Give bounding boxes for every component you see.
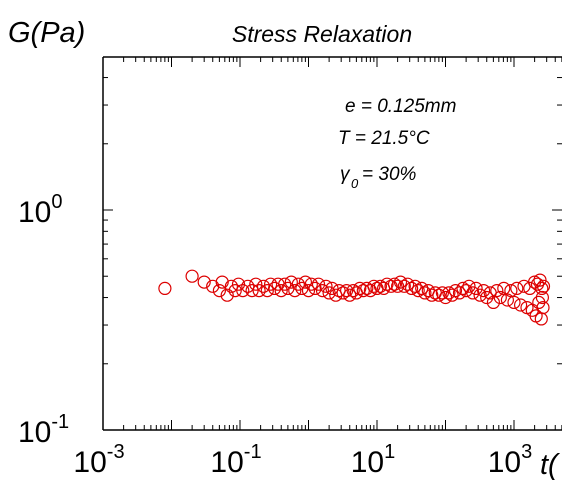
data-point — [493, 290, 507, 305]
data-point — [387, 277, 402, 291]
data-point — [445, 288, 459, 302]
data-point — [477, 284, 491, 298]
data-point — [452, 286, 467, 300]
data-point — [373, 279, 387, 293]
data-point — [245, 284, 259, 298]
data-point — [411, 284, 425, 298]
data-point — [291, 277, 305, 291]
x-tick-label: 103 — [488, 441, 533, 479]
data-point — [535, 281, 549, 295]
annotation-temperature: T = 21.5°C — [338, 128, 430, 149]
data-point — [425, 288, 439, 302]
data-point — [459, 284, 473, 298]
axis-ticks — [102, 57, 562, 431]
data-point — [278, 277, 292, 291]
data-point — [212, 284, 226, 298]
data-point — [197, 275, 211, 289]
data-point — [432, 288, 446, 302]
data-point — [224, 279, 238, 293]
data-point — [288, 284, 302, 298]
data-point — [260, 284, 274, 298]
data-point — [507, 295, 521, 309]
data-point — [249, 277, 263, 291]
data-point — [325, 281, 339, 295]
data-point — [415, 281, 429, 295]
data-point — [304, 277, 318, 291]
data-point — [319, 279, 333, 293]
data-point — [336, 286, 350, 300]
data-point — [533, 273, 547, 287]
data-point — [536, 301, 550, 315]
annotation-thickness: e = 0.125mm — [345, 96, 456, 117]
data-point — [301, 284, 316, 298]
data-point — [298, 275, 312, 289]
data-point — [315, 284, 330, 298]
data-point — [228, 284, 242, 298]
data-point — [367, 279, 381, 293]
data-points — [158, 269, 551, 326]
annotation-strain-value: = 30% — [362, 164, 417, 185]
data-point — [442, 286, 456, 300]
data-point — [343, 288, 357, 302]
data-point — [308, 281, 322, 295]
data-point — [397, 279, 411, 293]
x-axis-label: t( — [540, 449, 561, 481]
data-point — [401, 277, 415, 291]
data-point — [473, 288, 487, 302]
data-point — [438, 290, 453, 305]
annotation-strain-subscript: 0 — [351, 176, 359, 191]
data-point — [284, 275, 298, 289]
x-tick-label: 10-3 — [73, 441, 124, 479]
data-point — [360, 281, 374, 295]
data-point — [264, 277, 278, 291]
data-point — [274, 284, 288, 298]
data-point — [535, 290, 550, 305]
annotation-strain-symbol: γ — [340, 164, 351, 185]
x-tick-label: 101 — [351, 441, 396, 479]
data-point — [220, 288, 234, 302]
data-point — [215, 275, 229, 289]
data-point — [311, 277, 326, 291]
data-point — [346, 284, 360, 298]
experiment-annotations: e = 0.125mm T = 21.5°C γ 0 = 30% — [338, 96, 456, 191]
data-point — [231, 277, 246, 291]
data-point — [500, 293, 514, 307]
data-point — [486, 295, 500, 309]
data-point — [536, 279, 551, 293]
data-point — [480, 290, 494, 305]
data-point — [393, 275, 408, 289]
data-point — [408, 279, 422, 293]
data-point — [236, 284, 250, 298]
chart-title: Stress Relaxation — [232, 21, 412, 47]
data-point — [466, 286, 480, 300]
data-point — [513, 298, 528, 312]
data-point — [158, 281, 172, 295]
y-tick-label: 10-1 — [18, 411, 69, 449]
data-point — [530, 277, 545, 291]
data-point — [353, 281, 367, 295]
data-point — [391, 279, 405, 293]
data-point — [252, 284, 266, 298]
data-point — [510, 281, 524, 295]
y-tick-label: 100 — [18, 191, 63, 229]
data-point — [241, 279, 255, 293]
data-point — [329, 288, 343, 302]
data-point — [469, 281, 483, 295]
data-point — [490, 284, 504, 298]
y-axis-label: G(Pa) — [8, 17, 85, 49]
data-point — [462, 279, 476, 293]
data-point — [185, 269, 199, 283]
x-tick-label: 10-1 — [210, 441, 261, 479]
data-point — [405, 281, 419, 295]
data-point — [418, 286, 432, 300]
data-point — [497, 281, 511, 295]
